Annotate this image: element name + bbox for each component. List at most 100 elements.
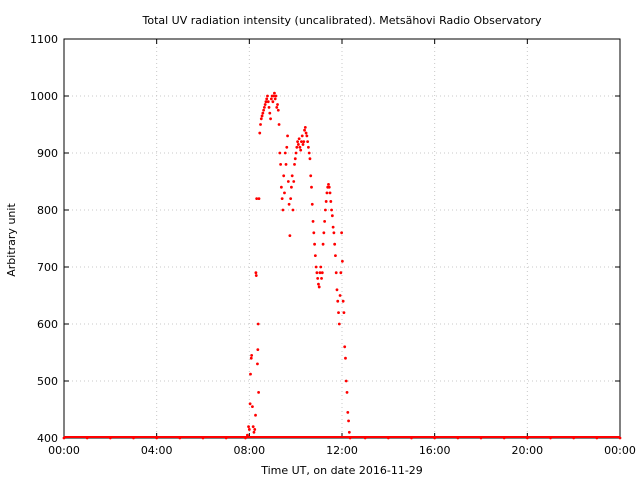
data-point	[331, 225, 335, 229]
data-point	[259, 117, 263, 121]
data-point	[337, 311, 340, 314]
data-point	[324, 200, 328, 203]
data-point	[266, 100, 270, 104]
data-point	[323, 208, 327, 212]
x-tick-label: 00:00	[48, 444, 80, 457]
data-point	[306, 140, 310, 144]
data-point	[307, 151, 311, 155]
data-point	[347, 430, 351, 434]
grid	[64, 39, 620, 438]
data-point	[308, 157, 312, 161]
data-point	[317, 282, 320, 286]
data-point	[314, 265, 318, 269]
data-point	[287, 202, 291, 206]
data-point	[327, 182, 330, 186]
data-point	[345, 391, 349, 394]
data-point	[310, 185, 313, 189]
y-tick-label: 1100	[30, 33, 58, 46]
data-point	[259, 123, 262, 126]
data-point	[289, 197, 293, 201]
x-tick-label: 12:00	[326, 444, 358, 457]
data-point	[307, 145, 310, 149]
data-point	[340, 231, 344, 235]
plot-frame	[63, 38, 621, 439]
y-tick-label: 900	[37, 147, 58, 160]
data-point	[282, 174, 286, 178]
data-point	[290, 174, 294, 178]
data-point	[274, 94, 278, 98]
data-point	[249, 372, 252, 376]
data-point	[320, 277, 323, 280]
data-point	[343, 345, 347, 349]
y-axis: 400 500 600 700 800 900 1000 1100	[30, 33, 620, 445]
data-point	[285, 145, 289, 149]
data-point	[258, 131, 262, 135]
data-point	[256, 362, 259, 366]
data-point	[273, 91, 276, 95]
data-point	[252, 430, 256, 434]
data-point	[329, 200, 333, 203]
x-tick-label: 20:00	[511, 444, 543, 457]
data-point	[319, 265, 323, 269]
data-point	[266, 94, 269, 98]
data-point	[296, 143, 300, 146]
data-point	[247, 428, 251, 431]
data-point	[322, 231, 326, 235]
data-point	[292, 180, 296, 183]
data-point	[283, 191, 286, 195]
data-point	[268, 111, 272, 115]
data-point	[255, 197, 259, 201]
data-point	[346, 410, 350, 414]
y-tick-label: 800	[37, 204, 58, 217]
data-point	[347, 419, 350, 423]
data-point	[286, 134, 289, 138]
data-point	[310, 202, 314, 206]
x-tick-label: 16:00	[419, 444, 451, 457]
data-point	[333, 242, 337, 246]
data-point	[304, 131, 308, 135]
data-point	[325, 191, 329, 195]
data-point	[288, 234, 292, 238]
data-point	[265, 97, 269, 101]
data-point	[320, 271, 324, 275]
data-point	[290, 185, 293, 189]
x-axis-label: Time UT, on date 2016-11-29	[260, 464, 423, 477]
data-point	[279, 185, 283, 189]
data-point	[283, 151, 287, 155]
data-point	[264, 100, 268, 104]
data-point	[250, 353, 254, 357]
data-point	[275, 106, 279, 109]
data-point	[246, 433, 249, 437]
data-point	[279, 163, 283, 166]
data-point	[257, 197, 261, 201]
data-point	[318, 271, 322, 275]
data-point	[254, 413, 257, 417]
data-point	[254, 271, 258, 275]
x-tick-label: 04:00	[141, 444, 173, 457]
data-point	[303, 125, 307, 129]
data-point	[291, 208, 295, 212]
data-point	[332, 231, 336, 235]
data-point	[293, 157, 297, 161]
data-point	[269, 117, 272, 121]
data-point	[297, 137, 301, 141]
data-point	[293, 163, 296, 166]
x-tick-label: 08:00	[233, 444, 265, 457]
data-point	[334, 271, 338, 275]
data-point	[272, 94, 276, 98]
data-point	[327, 185, 331, 189]
data-point	[261, 111, 265, 115]
data-point	[330, 214, 334, 218]
data-point	[281, 208, 285, 212]
x-axis: 00:00 04:00 08:00 12:00 16:00 20:00 00:00	[48, 39, 636, 457]
chart-title: Total UV radiation intensity (uncalibrat…	[142, 14, 542, 27]
data-point	[328, 191, 332, 195]
data-point	[267, 106, 271, 109]
data-point	[286, 180, 290, 183]
data-point	[338, 294, 342, 297]
data-point	[340, 259, 344, 263]
data-point	[280, 197, 284, 201]
data-point	[247, 425, 250, 428]
data-point	[298, 145, 302, 149]
data-point	[313, 254, 317, 257]
